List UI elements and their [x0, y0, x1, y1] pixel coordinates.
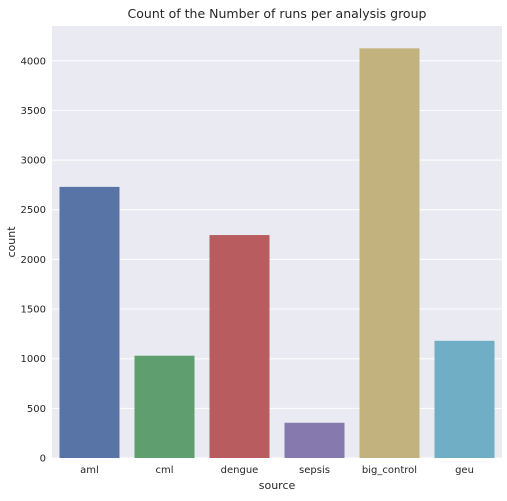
x-tick-labels: aml cml dengue sepsis big_control geu [80, 465, 474, 476]
y-tick-label: 0 [40, 454, 46, 465]
x-tick-label: dengue [221, 465, 259, 476]
x-tick-label: big_control [362, 465, 417, 476]
chart-title: Count of the Number of runs per analysis… [128, 6, 427, 21]
bar-geu [435, 341, 495, 458]
x-tick-label: cml [155, 465, 173, 476]
x-tick-label: geu [455, 465, 474, 476]
y-tick-label: 1000 [21, 354, 46, 365]
bar-big-control [360, 48, 420, 458]
bar-aml [60, 187, 120, 458]
bar-cml [135, 356, 195, 458]
x-tick-label: aml [80, 465, 99, 476]
x-axis-label: source [259, 479, 296, 492]
bar-sepsis [285, 423, 345, 458]
y-tick-label: 3500 [21, 106, 46, 117]
bar-dengue [210, 235, 270, 458]
y-axis-label: count [5, 226, 18, 258]
y-tick-labels: 0 500 1000 1500 2000 2500 3000 3500 4000 [21, 56, 46, 464]
y-tick-label: 1500 [21, 305, 46, 316]
y-tick-label: 2000 [21, 255, 46, 266]
y-tick-label: 4000 [21, 56, 46, 67]
y-tick-label: 2500 [21, 205, 46, 216]
y-tick-label: 500 [27, 404, 46, 415]
x-tick-label: sepsis [299, 465, 330, 476]
y-tick-label: 3000 [21, 156, 46, 167]
